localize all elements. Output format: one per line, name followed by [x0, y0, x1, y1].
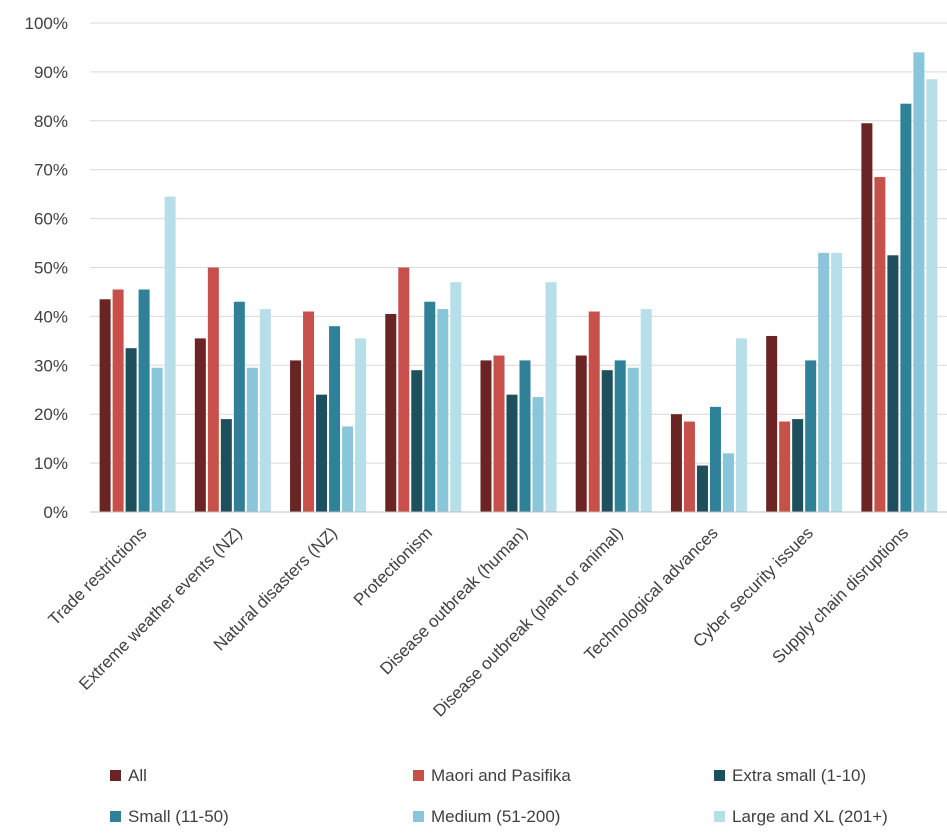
legend-swatch: [110, 811, 121, 822]
bar: [735, 338, 747, 512]
bar: [601, 370, 613, 512]
legend-label: Large and XL (201+): [732, 807, 888, 826]
bar: [138, 289, 150, 512]
legend-label: Small (11-50): [128, 807, 229, 826]
x-category-label: Trade restrictions: [45, 523, 151, 629]
y-tick-label: 70%: [34, 161, 68, 180]
y-tick-label: 0%: [43, 503, 68, 522]
bar: [398, 267, 410, 512]
bar: [506, 394, 518, 512]
legend-item: Maori and Pasifika: [413, 766, 571, 785]
legend-item: Extra small (1-10): [714, 766, 866, 785]
x-category-label: Extreme weather events (NZ): [75, 523, 245, 693]
bar: [329, 326, 341, 512]
bar: [696, 465, 708, 512]
bar: [112, 289, 124, 512]
y-tick-label: 10%: [34, 454, 68, 473]
bar: [614, 360, 626, 512]
bar: [575, 355, 587, 512]
bar: [342, 426, 354, 512]
y-tick-label: 80%: [34, 112, 68, 131]
bar: [316, 394, 328, 512]
legend-item: All: [110, 766, 147, 785]
bar: [493, 355, 505, 512]
bar: [818, 252, 830, 512]
bar: [640, 309, 652, 512]
bar: [926, 79, 938, 513]
bar: [627, 367, 639, 512]
bar: [480, 360, 492, 512]
y-tick-label: 20%: [34, 405, 68, 424]
bar: [900, 103, 912, 512]
bar: [164, 196, 176, 512]
bar: [545, 282, 557, 512]
legend-item: Medium (51-200): [413, 807, 560, 826]
bar: [424, 301, 436, 512]
bar: [233, 301, 245, 512]
bar: [779, 421, 791, 512]
bar: [913, 52, 925, 513]
bar: [519, 360, 531, 512]
legend-item: Small (11-50): [110, 807, 229, 826]
legend-swatch: [110, 770, 121, 781]
bar: [722, 453, 734, 512]
legend-label: Maori and Pasifika: [431, 766, 571, 785]
bar: [766, 335, 778, 512]
legend-swatch: [413, 811, 424, 822]
y-tick-label: 100%: [25, 14, 68, 33]
bar: [683, 421, 695, 512]
legend-swatch: [714, 811, 725, 822]
bar: [887, 255, 899, 512]
bar: [831, 252, 843, 512]
legend-item: Large and XL (201+): [714, 807, 888, 826]
y-tick-label: 30%: [34, 356, 68, 375]
legend-swatch: [714, 770, 725, 781]
bar: [194, 338, 206, 512]
bar: [805, 360, 817, 512]
bar: [709, 406, 721, 512]
y-axis-ticks: 0% 10% 20% 30% 40% 50% 60% 70% 80% 90% 100%: [25, 14, 68, 522]
bar: [246, 367, 258, 512]
legend-label: Medium (51-200): [431, 807, 560, 826]
bar: [874, 177, 886, 512]
bar: [532, 397, 544, 512]
legend-swatch: [413, 770, 424, 781]
bar: [792, 419, 804, 512]
bar: [290, 360, 302, 512]
y-tick-label: 90%: [34, 63, 68, 82]
x-category-label: Disease outbreak (plant or animal): [429, 523, 626, 720]
bar: [588, 311, 600, 512]
bar: [861, 123, 873, 513]
gridlines: [90, 22, 947, 464]
bar: [385, 313, 397, 512]
bar: [259, 309, 271, 512]
bar: [355, 338, 367, 512]
bar: [99, 299, 111, 512]
bars: [99, 52, 938, 513]
y-tick-label: 60%: [34, 210, 68, 229]
y-tick-label: 40%: [34, 307, 68, 326]
y-tick-label: 50%: [34, 259, 68, 278]
bar: [151, 367, 163, 512]
bar: [125, 348, 137, 512]
bar: [437, 309, 449, 512]
legend-label: Extra small (1-10): [732, 766, 866, 785]
bar: [670, 414, 682, 512]
bar: [220, 419, 232, 512]
legend: All Maori and Pasifika Extra small (1-10) S…: [110, 766, 888, 826]
bar: [303, 311, 315, 512]
bar: [207, 267, 219, 512]
x-category-label: Protectionism: [350, 523, 436, 609]
bar: [411, 370, 423, 512]
bar: [450, 282, 462, 512]
legend-label: All: [128, 766, 147, 785]
